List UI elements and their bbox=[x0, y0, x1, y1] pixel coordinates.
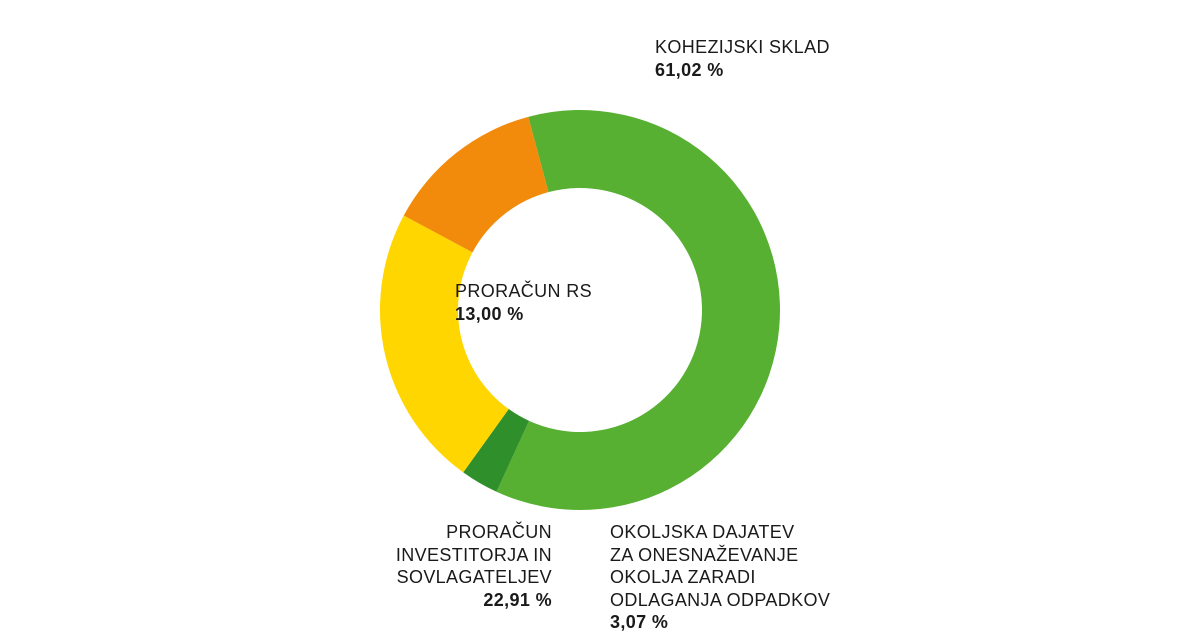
label-env-line1: OKOLJSKA DAJATEV bbox=[610, 521, 830, 544]
label-cohesion: KOHEZIJSKI SKLAD 61,02 % bbox=[655, 36, 830, 81]
label-state-budget: PRORAČUN RS 13,00 % bbox=[455, 280, 592, 325]
label-cohesion-value: 61,02 % bbox=[655, 59, 830, 82]
label-env-levy: OKOLJSKA DAJATEV ZA ONESNAŽEVANJE OKOLJA… bbox=[610, 521, 830, 634]
label-env-line2: ZA ONESNAŽEVANJE bbox=[610, 544, 830, 567]
donut-slice-investor bbox=[380, 215, 509, 472]
label-state-line1: PRORAČUN RS bbox=[455, 280, 592, 303]
label-investor-line3: SOVLAGATELJEV bbox=[396, 566, 552, 589]
label-investor-line1: PRORAČUN bbox=[396, 521, 552, 544]
label-state-value: 13,00 % bbox=[455, 303, 592, 326]
donut-chart bbox=[0, 0, 1200, 640]
label-env-value: 3,07 % bbox=[610, 611, 830, 634]
label-investor: PRORAČUN INVESTITORJA IN SOVLAGATELJEV 2… bbox=[396, 521, 552, 611]
label-cohesion-line1: KOHEZIJSKI SKLAD bbox=[655, 36, 830, 59]
label-env-line4: ODLAGANJA ODPADKOV bbox=[610, 589, 830, 612]
label-investor-value: 22,91 % bbox=[396, 589, 552, 612]
chart-stage: KOHEZIJSKI SKLAD 61,02 % OKOLJSKA DAJATE… bbox=[0, 0, 1200, 640]
label-investor-line2: INVESTITORJA IN bbox=[396, 544, 552, 567]
label-env-line3: OKOLJA ZARADI bbox=[610, 566, 830, 589]
